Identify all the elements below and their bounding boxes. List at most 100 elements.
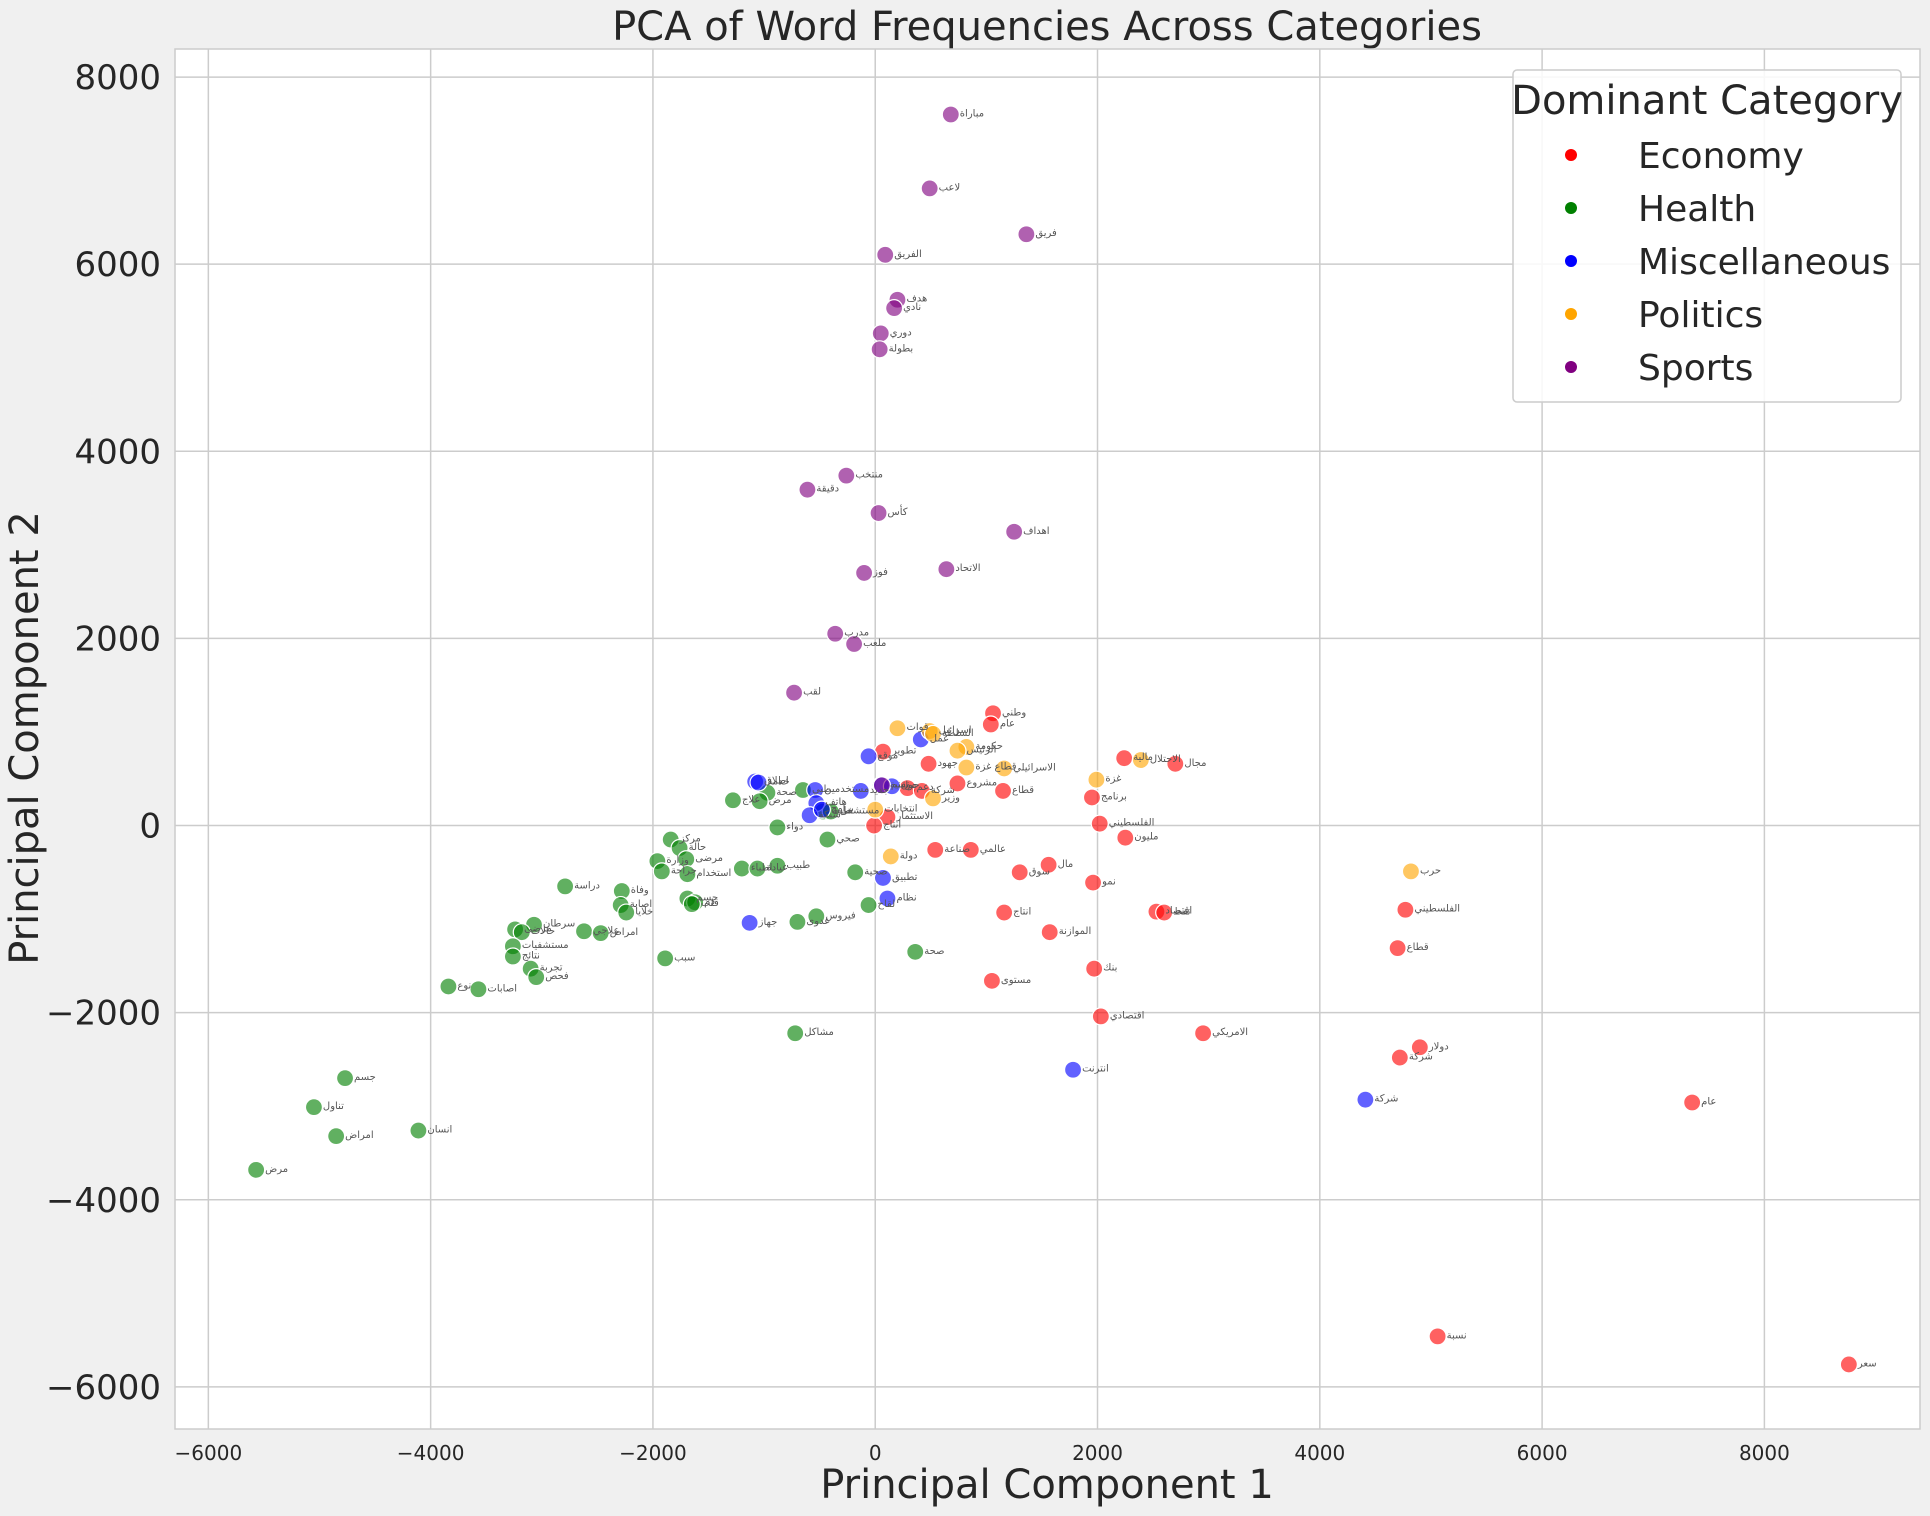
point-label: تقنية <box>890 779 909 790</box>
point-health <box>732 859 751 878</box>
point-label: هاتف <box>825 797 846 808</box>
point-politics <box>923 789 943 808</box>
point-label: طبية <box>832 806 851 817</box>
point-label: اسرائيل <box>939 725 972 736</box>
point-label: اصابات <box>487 983 517 994</box>
point-sports <box>870 340 889 359</box>
point-economy <box>1116 828 1135 847</box>
point-label: فحص <box>545 971 569 982</box>
point-label: انسان <box>427 1125 452 1136</box>
point-label: نمو <box>1101 877 1116 888</box>
point-health <box>678 865 697 884</box>
legend-marker-health <box>1565 202 1577 214</box>
y-tick-label: −6000 <box>46 1368 161 1408</box>
point-label: الامريكي <box>1212 1027 1248 1038</box>
point-label: طبيب <box>786 860 810 871</box>
point-label: دقيقة <box>816 484 839 495</box>
point-health <box>750 792 769 811</box>
point-label: عام <box>1701 1096 1716 1107</box>
point-label: دراسة <box>574 880 600 891</box>
point-health <box>807 907 826 926</box>
point-label: دوري <box>890 327 912 338</box>
point-politics <box>1087 770 1106 789</box>
x-tick-label: 6000 <box>1517 1441 1568 1465</box>
point-health <box>768 818 787 837</box>
point-label: دعم <box>916 782 933 793</box>
point-sports <box>826 624 845 643</box>
point-label: الرئيس <box>966 745 996 756</box>
y-axis-ticks: −6000 −4000 −2000 0 2000 4000 6000 8000 <box>46 58 161 1408</box>
point-sports <box>837 466 856 485</box>
point-economy <box>1839 1355 1858 1374</box>
point-health <box>652 862 671 881</box>
point-label: برامج <box>831 804 854 815</box>
point-label: حول <box>901 780 920 791</box>
point-health <box>786 1024 805 1043</box>
point-miscellaneous <box>1356 1090 1375 1109</box>
point-label: الاتحاد <box>955 563 980 574</box>
point-label: اقتصادي <box>1110 1010 1145 1021</box>
point-economy <box>1166 754 1185 773</box>
x-tick-label: 8000 <box>1739 1441 1790 1465</box>
point-label: خدمة <box>768 777 790 788</box>
x-tick-label: 0 <box>869 1441 882 1465</box>
point-label: حالات <box>531 926 555 937</box>
point-label: انتاج <box>883 820 901 831</box>
point-label: فوز <box>872 567 888 578</box>
point-label: ملعب <box>863 638 886 649</box>
point-label: جراحة <box>671 865 697 876</box>
point-label: الفلسطيني <box>1414 904 1460 915</box>
point-label: تطبيق <box>892 872 918 883</box>
point-label: سعر <box>1857 1358 1877 1369</box>
point-miscellaneous <box>1063 1060 1083 1079</box>
x-tick-label: −4000 <box>397 1441 465 1465</box>
point-politics <box>957 758 976 777</box>
point-label: الموازنة <box>1059 926 1092 937</box>
point-economy <box>1396 900 1415 919</box>
legend-marker-economy <box>1565 149 1577 161</box>
point-label: نادي <box>903 302 921 313</box>
point-economy <box>1040 923 1059 942</box>
point-label: انترنت <box>1082 1064 1109 1075</box>
scatter-points <box>247 105 1858 1374</box>
point-label: مركز <box>679 834 701 845</box>
point-label: حكومة <box>975 741 1003 752</box>
point-label: قلب <box>701 898 719 909</box>
point-politics <box>923 724 943 743</box>
point-label: لقاح <box>878 899 896 910</box>
point-label: حالة <box>689 842 707 853</box>
point-health <box>768 856 787 875</box>
point-label: تجربة <box>540 963 563 974</box>
point-label: الفريق <box>894 249 922 260</box>
y-tick-label: 2000 <box>74 619 161 659</box>
legend-label-sports: Sports <box>1638 348 1753 389</box>
point-label: دولة <box>900 850 918 861</box>
point-health <box>503 947 522 966</box>
point-miscellaneous <box>878 889 897 908</box>
point-politics <box>888 719 907 738</box>
point-label: فيروس <box>825 910 856 921</box>
x-axis-ticks: −6000 −4000 −2000 0 2000 4000 6000 8000 <box>175 1441 1790 1465</box>
point-label: نسبة <box>1447 1330 1467 1341</box>
point-label: عمل <box>930 733 949 744</box>
point-label: الفلسطيني <box>1109 818 1155 829</box>
point-label: مستخدمين <box>824 784 869 795</box>
point-sports <box>798 480 817 499</box>
point-label: نظام <box>896 893 916 904</box>
point-label: حرب <box>1420 865 1441 876</box>
x-axis-label: Principal Component 1 <box>820 1462 1274 1508</box>
point-label: صحة <box>924 946 944 957</box>
point-label: تناول <box>323 1101 344 1112</box>
point-politics <box>948 741 967 760</box>
point-label: منتخب <box>855 470 883 481</box>
point-economy <box>1410 1038 1429 1057</box>
point-miscellaneous <box>851 781 870 801</box>
point-economy <box>1085 959 1104 978</box>
point-label: مستشفيات <box>522 940 569 951</box>
point-label: غزة <box>1105 774 1121 785</box>
point-label: جهاز <box>758 917 778 928</box>
point-health <box>591 924 610 943</box>
point-label: مدرب <box>844 628 869 639</box>
point-economy <box>1390 1048 1409 1067</box>
